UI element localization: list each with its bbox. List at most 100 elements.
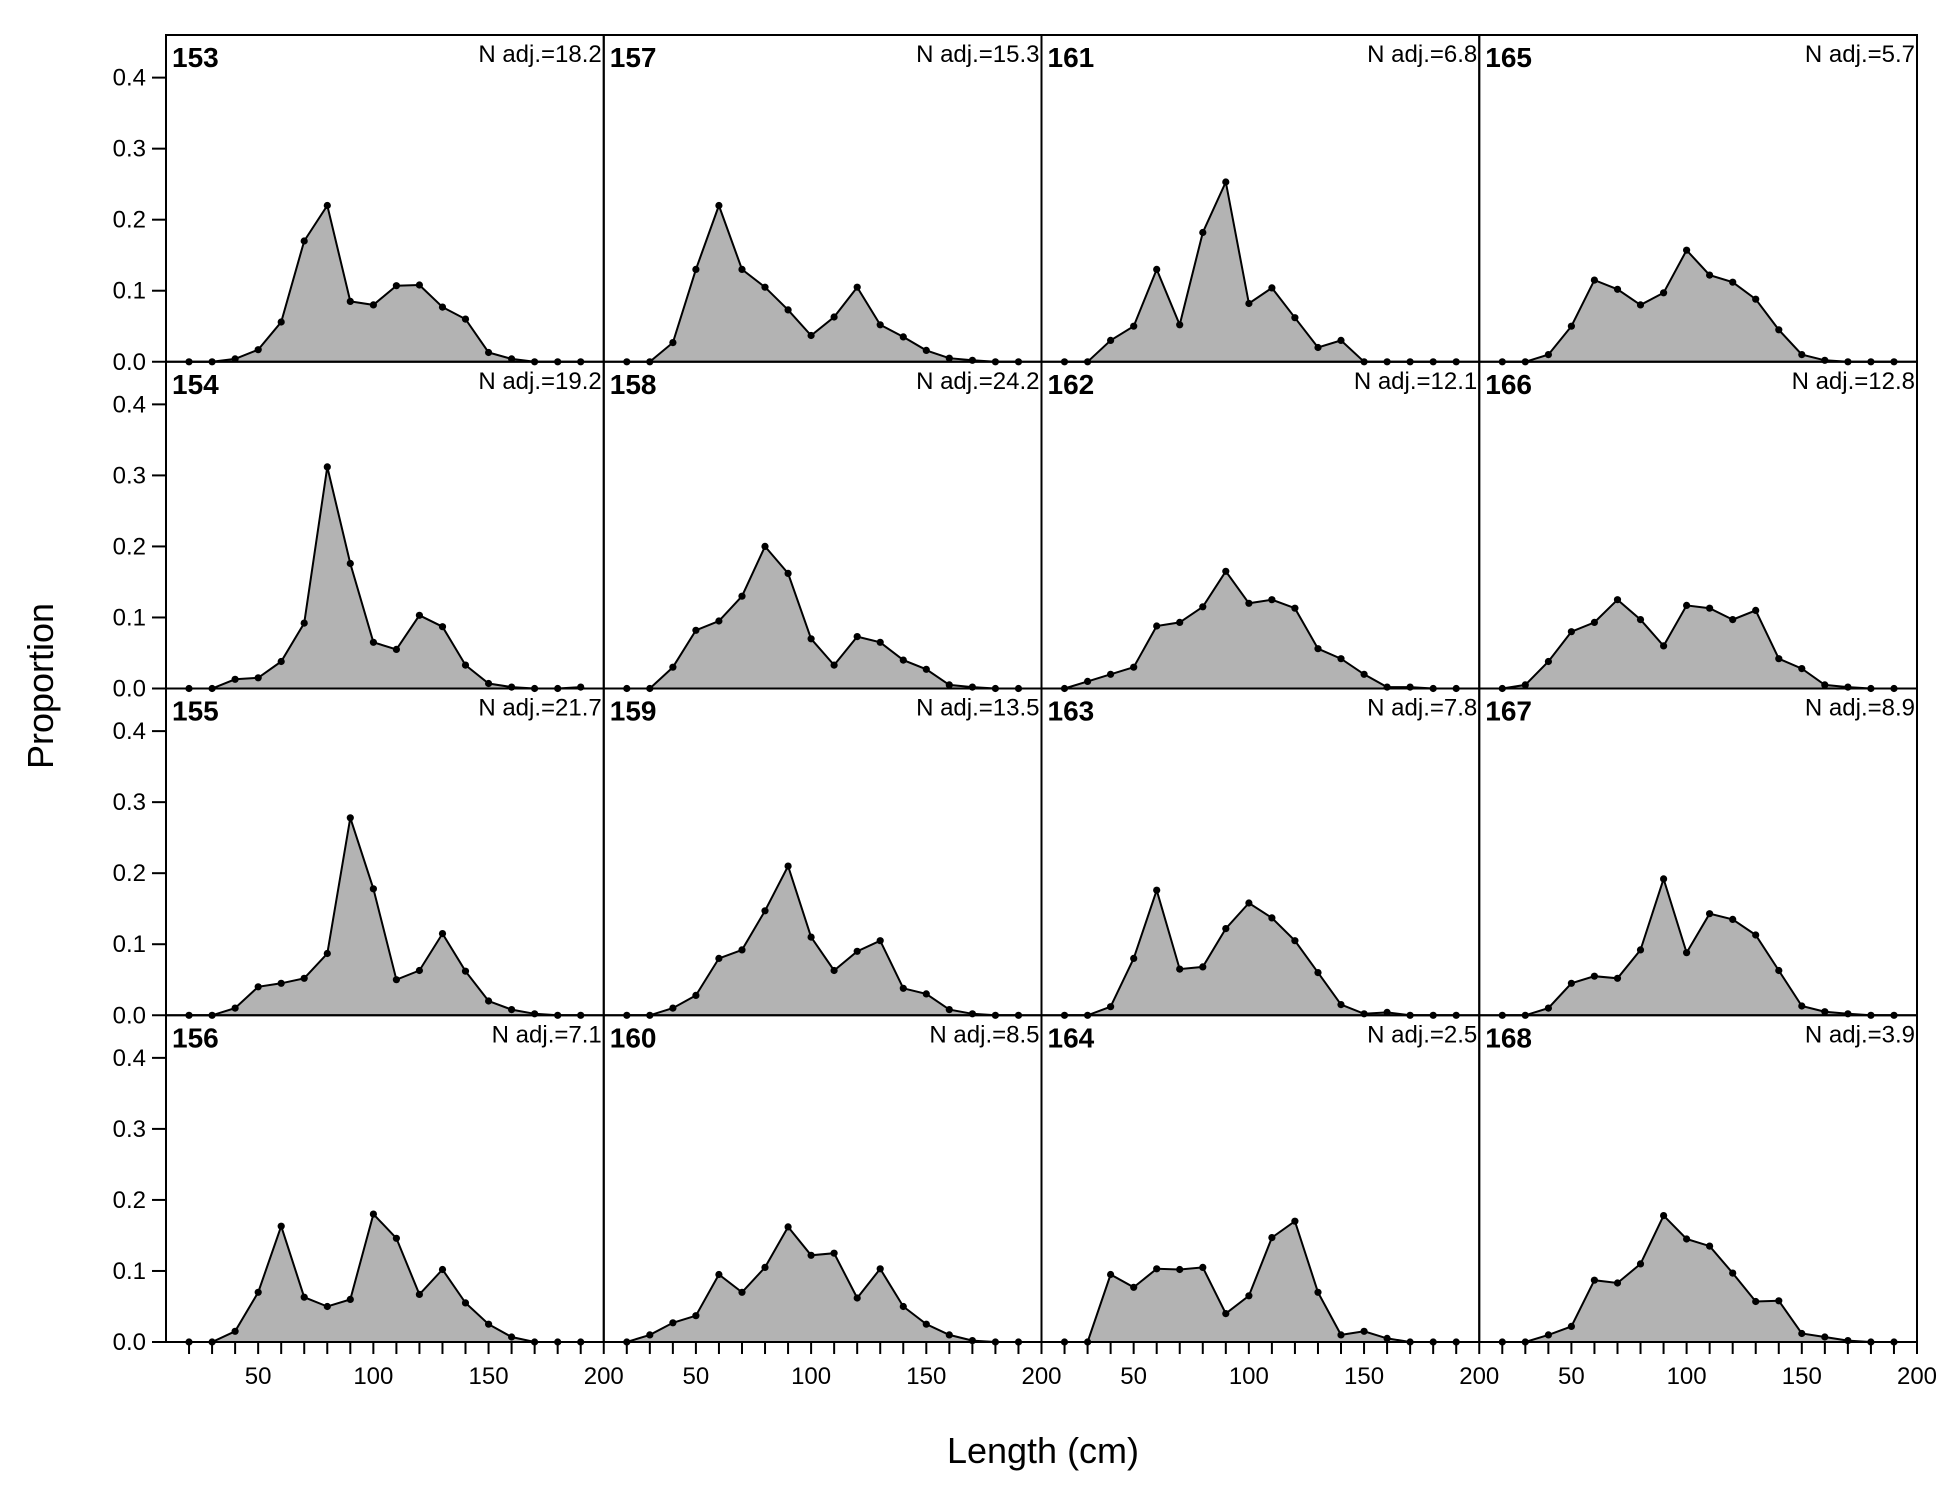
panel-n-label: N adj.=21.7 — [478, 695, 601, 722]
series-line — [189, 466, 581, 690]
area-fill — [1502, 1215, 1894, 1342]
data-point — [438, 930, 447, 938]
data-point — [1844, 683, 1852, 691]
area-fill — [1502, 878, 1894, 1016]
x-tick-label: 200 — [1897, 1363, 1937, 1390]
series-line — [626, 202, 1019, 363]
data-point — [1222, 1310, 1230, 1318]
data-point — [1798, 665, 1806, 673]
data-point — [369, 1210, 377, 1218]
data-point — [899, 656, 907, 664]
data-point — [1222, 178, 1230, 186]
data-point — [346, 814, 354, 822]
data-point — [1683, 601, 1691, 610]
data-point — [1752, 1297, 1760, 1306]
data-point — [1613, 1279, 1622, 1287]
panel-163: 163 N adj.=7.8 — [1040, 687, 1481, 1019]
data-point — [1798, 351, 1806, 359]
data-point — [485, 348, 493, 357]
y-tick-label: 0.3 — [113, 462, 146, 489]
x-tick-label: 50 — [245, 1363, 272, 1390]
data-point — [1176, 1265, 1184, 1274]
data-point — [1821, 1008, 1829, 1016]
panel-164: 164 N adj.=2.5 — [1040, 1014, 1481, 1346]
data-point — [784, 569, 792, 578]
data-point — [300, 619, 308, 627]
series-line — [1502, 248, 1894, 363]
data-point — [254, 346, 262, 354]
panel-153: 153 N adj.=18.2 — [165, 34, 605, 366]
data-point — [669, 1004, 677, 1012]
x-tick-label: 200 — [1021, 1363, 1061, 1390]
data-point — [853, 283, 861, 291]
panel-n-label: N adj.=7.1 — [492, 1021, 602, 1048]
data-point — [1752, 931, 1760, 939]
panel-id-label: 166 — [1485, 369, 1532, 400]
data-point — [438, 1265, 447, 1274]
data-point — [1775, 1297, 1783, 1305]
data-point — [1130, 954, 1138, 963]
x-tick-label: 200 — [1459, 1363, 1499, 1390]
data-point — [1613, 974, 1622, 982]
data-point — [1544, 1331, 1552, 1339]
x-tick-label: 150 — [1782, 1363, 1822, 1390]
data-point — [761, 542, 769, 551]
x-tick-label: 200 — [584, 1363, 624, 1390]
data-point — [1176, 321, 1184, 329]
data-point — [508, 683, 516, 691]
panel-158: 158 N adj.=24.2 — [602, 360, 1043, 693]
y-tick-label: 0.4 — [113, 65, 146, 92]
data-point — [1107, 336, 1115, 344]
panel-167: 167 N adj.=8.9 — [1478, 687, 1918, 1019]
data-point — [277, 1222, 285, 1230]
data-point — [323, 201, 331, 210]
data-point — [1567, 979, 1575, 987]
panel-161: 161 N adj.=6.8 — [1040, 34, 1481, 366]
data-point — [1590, 972, 1598, 980]
data-point — [807, 933, 815, 941]
data-point — [1199, 1263, 1207, 1271]
y-tick-label: 0.0 — [113, 349, 146, 376]
y-tick-label: 0.3 — [113, 1116, 146, 1143]
area-fill — [626, 1226, 1019, 1342]
data-point — [415, 1290, 423, 1298]
data-point — [899, 333, 907, 341]
data-point — [323, 949, 331, 958]
panel-id-label: 168 — [1485, 1022, 1532, 1053]
data-point — [669, 1319, 677, 1327]
data-point — [1383, 683, 1391, 691]
series-line — [626, 544, 1019, 690]
y-tick-label: 0.4 — [113, 718, 146, 745]
data-point — [830, 1249, 838, 1257]
data-point — [784, 306, 792, 314]
series-line — [1064, 886, 1457, 1017]
panel-155: 155 N adj.=21.7 — [165, 687, 605, 1019]
panel-160: 160 N adj.=8.5 — [602, 1014, 1043, 1346]
data-point — [508, 1006, 516, 1014]
x-tick-label: 150 — [906, 1363, 946, 1390]
data-point — [1245, 299, 1253, 308]
data-point — [1521, 681, 1529, 689]
data-point — [669, 663, 677, 671]
data-point — [1222, 925, 1230, 933]
panel-159: 159 N adj.=13.5 — [602, 687, 1043, 1019]
data-point — [669, 339, 677, 347]
panel-n-label: N adj.=6.8 — [1367, 41, 1477, 68]
data-point — [1798, 1329, 1806, 1338]
area-fill — [1064, 571, 1457, 689]
data-point — [1729, 278, 1737, 286]
data-point — [1314, 969, 1322, 977]
data-point — [761, 1263, 769, 1271]
data-point — [1660, 875, 1668, 883]
panel-border — [602, 34, 1043, 363]
series-line — [189, 817, 581, 1017]
data-point — [922, 1320, 930, 1328]
data-point — [461, 315, 470, 323]
panel-border — [165, 360, 605, 690]
area-fill — [626, 205, 1019, 362]
data-point — [1291, 314, 1299, 322]
data-point — [1636, 1260, 1645, 1268]
data-point — [254, 674, 262, 682]
data-point — [876, 638, 884, 646]
y-tick-label: 0.3 — [113, 789, 146, 816]
